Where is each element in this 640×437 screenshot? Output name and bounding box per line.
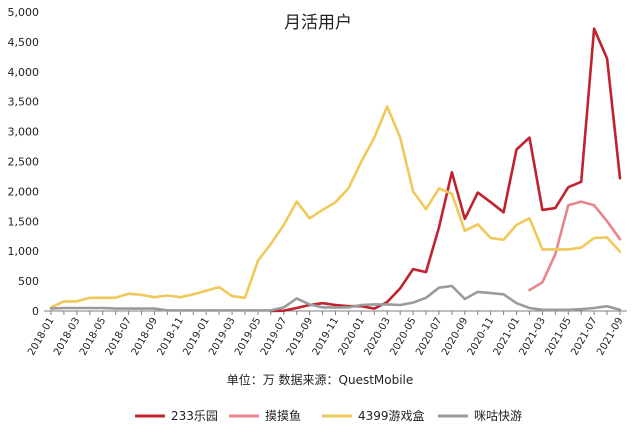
- y-tick-label: 4,000: [8, 66, 40, 79]
- series-line-1: [269, 27, 622, 313]
- y-tick-label: 1,500: [8, 215, 40, 228]
- y-tick-label: 4,500: [8, 36, 40, 49]
- series-line-3: [49, 105, 622, 309]
- legend-label: 咪咕快游: [474, 408, 522, 423]
- x-axis: 2018-012018-032018-052018-072018-092018-…: [26, 310, 627, 358]
- y-axis: 0 500 1,000 1,500 2,000 2,500 3,000 3,500 4,000 4…: [8, 6, 40, 318]
- y-tick-label: 2,000: [8, 185, 40, 198]
- series-line-2: [528, 200, 622, 292]
- chart-caption: 单位：万 数据来源：QuestMobile: [227, 372, 414, 387]
- chart-title: 月活用户: [284, 13, 352, 33]
- y-tick-label: 3,500: [8, 96, 40, 109]
- y-tick-label: 0: [32, 305, 39, 318]
- y-tick-label: 1,000: [8, 245, 40, 258]
- y-tick-label: 5,000: [8, 6, 40, 19]
- y-tick-label: 2,500: [8, 156, 40, 169]
- series-lines: [49, 27, 622, 313]
- legend: 233乐园 摸摸鱼 4399游戏盒 咪咕快游: [135, 408, 522, 423]
- series-line-4: [49, 284, 622, 312]
- legend-label: 摸摸鱼: [265, 409, 301, 423]
- y-tick-label: 3,000: [8, 126, 40, 139]
- legend-label: 4399游戏盒: [358, 408, 425, 423]
- legend-label: 233乐园: [171, 409, 218, 423]
- y-tick-label: 500: [18, 275, 39, 288]
- x-tick-label: 2021-09: [595, 316, 625, 358]
